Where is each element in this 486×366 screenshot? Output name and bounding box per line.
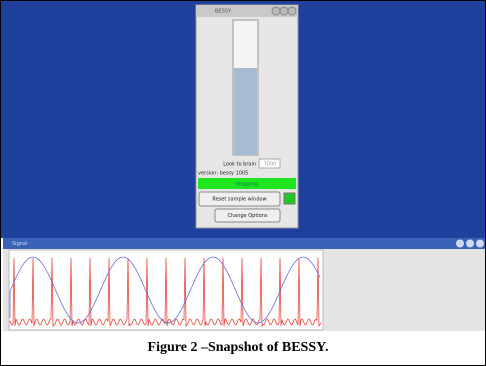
window-button[interactable] [280,7,288,15]
status-text: Stopping [236,182,258,188]
button-label: Reset sample window [212,197,266,203]
gauge-fill [234,68,257,155]
window-title: BESSY [215,9,232,15]
window-button[interactable] [272,7,280,15]
window-button[interactable] [476,240,484,248]
gauge-label: Look to brain [223,162,256,168]
title-bar [3,238,485,249]
window-button[interactable] [466,240,474,248]
version-text: version: bessy 1005 [198,171,248,177]
window-button[interactable] [456,240,464,248]
button-label: Change Options [227,213,267,219]
window-button[interactable] [288,7,296,15]
gauge-input-text: 7000 [264,162,277,168]
indicator [284,193,295,204]
caption: Figure 2 –Snapshot of BESSY. [148,340,329,355]
screenshot: BESSY Look to brain 7000 version: bessy … [0,0,486,366]
page: BESSY Look to brain 7000 version: bessy … [0,0,486,366]
window-title: Signal [12,241,27,247]
